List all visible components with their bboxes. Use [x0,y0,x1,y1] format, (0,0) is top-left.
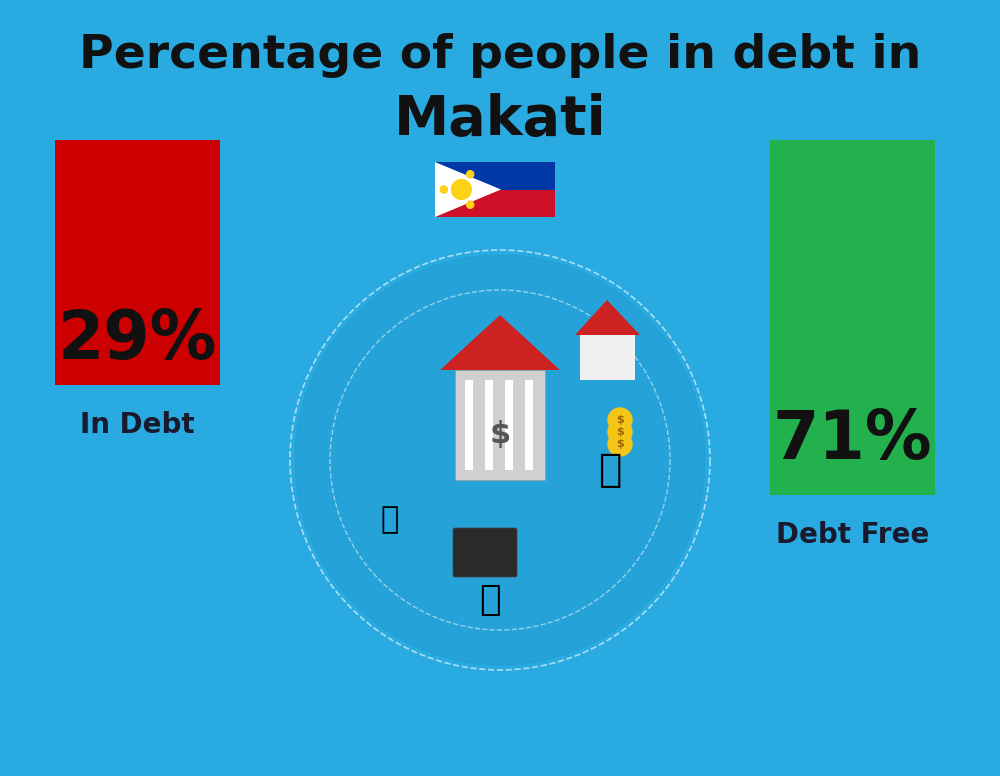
Circle shape [467,201,474,208]
Text: $: $ [616,439,624,449]
FancyBboxPatch shape [770,140,935,495]
Text: 🎓: 🎓 [598,451,622,489]
Circle shape [440,186,447,193]
Text: $: $ [616,415,624,425]
Text: $: $ [489,421,511,449]
FancyBboxPatch shape [435,162,555,189]
Circle shape [608,420,632,444]
FancyBboxPatch shape [465,380,473,470]
FancyBboxPatch shape [435,189,555,217]
Text: Debt Free: Debt Free [776,521,929,549]
Polygon shape [575,300,640,335]
Text: $: $ [616,427,624,437]
FancyBboxPatch shape [453,528,517,577]
Polygon shape [435,162,501,217]
Text: 71%: 71% [773,407,932,473]
Circle shape [608,432,632,456]
Circle shape [452,179,471,199]
FancyBboxPatch shape [55,140,220,385]
FancyBboxPatch shape [455,370,545,480]
Text: 🚗: 🚗 [479,583,501,617]
Circle shape [295,255,705,665]
FancyBboxPatch shape [435,162,555,217]
Circle shape [467,171,474,178]
FancyBboxPatch shape [505,380,513,470]
Circle shape [608,408,632,432]
Text: In Debt: In Debt [80,411,195,439]
FancyBboxPatch shape [580,335,635,380]
Text: Percentage of people in debt in: Percentage of people in debt in [79,33,921,78]
Text: 💵: 💵 [381,505,399,535]
Polygon shape [440,315,560,370]
FancyBboxPatch shape [525,380,533,470]
Text: Makati: Makati [394,93,606,147]
Text: 29%: 29% [58,307,217,373]
FancyBboxPatch shape [485,380,493,470]
